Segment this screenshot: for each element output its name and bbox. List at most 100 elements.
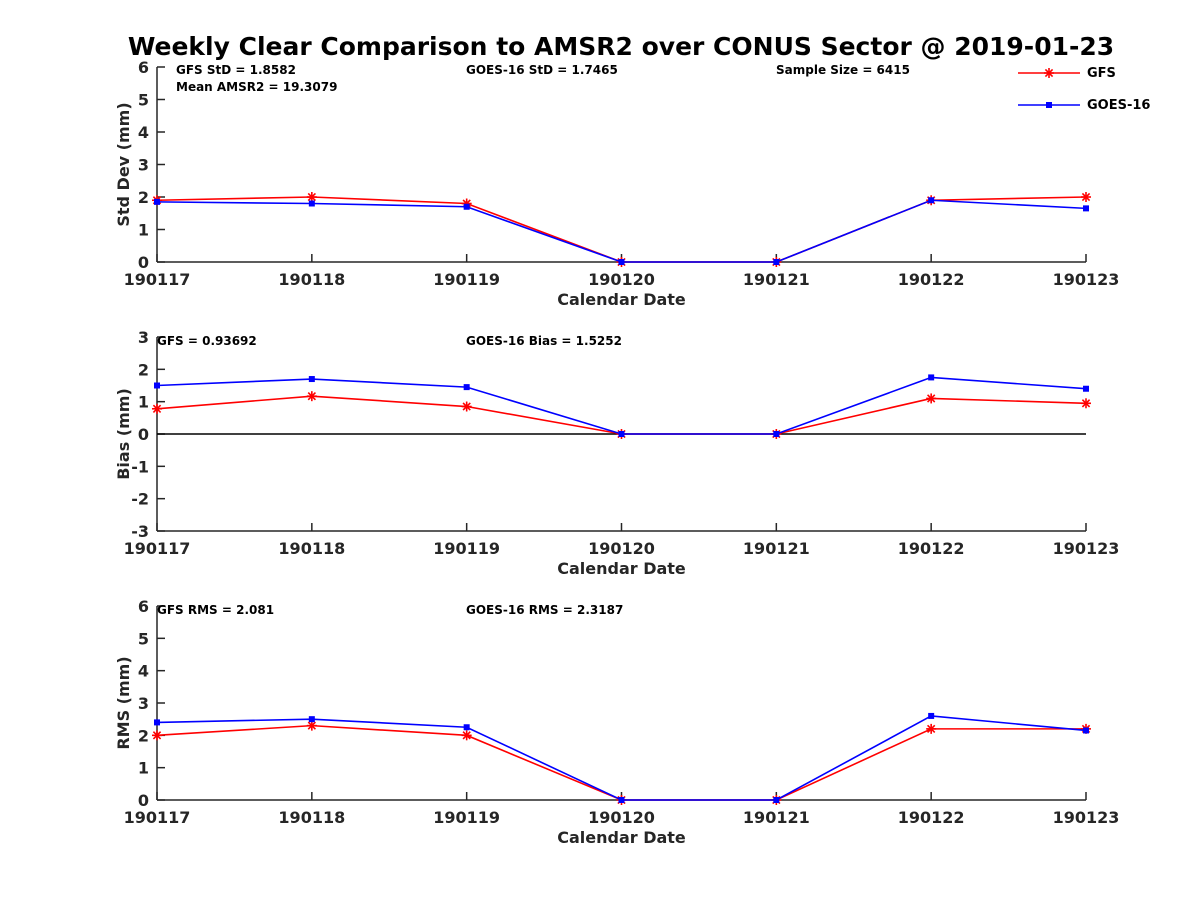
y-tick-label: 3 — [138, 694, 149, 713]
data-point — [152, 730, 162, 741]
y-tick-label: 0 — [138, 791, 149, 810]
legend-item-gfs: GFS — [1018, 66, 1116, 81]
legend-label: GOES-16 — [1087, 98, 1150, 113]
x-tick-label: 190119 — [433, 270, 500, 289]
x-tick-label: 190122 — [898, 808, 965, 827]
series-line — [156, 376, 1087, 435]
panel-2: -3 -2 -1 0 1 2 3 190117 190118 190119 190120 190121… — [114, 328, 1119, 578]
series-line — [156, 395, 1087, 435]
data-point — [928, 712, 935, 719]
x-tick-label: 190123 — [1053, 808, 1120, 827]
y-tick-label: 2 — [138, 188, 149, 207]
legend-marker — [1044, 68, 1054, 78]
data-point — [928, 374, 935, 381]
y-tick-label: 4 — [138, 123, 149, 142]
y-tick-label: -3 — [131, 522, 149, 541]
x-tick-label: 190121 — [743, 808, 810, 827]
annotation: GOES-16 Bias = 1.5252 — [466, 334, 622, 348]
annotation: GFS = 0.93692 — [157, 334, 257, 348]
y-tick-label: 0 — [138, 425, 149, 444]
y-tick-label: -1 — [131, 457, 149, 476]
data-point — [463, 724, 470, 731]
x-tick-label: 190121 — [743, 270, 810, 289]
data-point — [308, 716, 315, 723]
annotation: GFS RMS = 2.081 — [157, 603, 274, 617]
x-tick-label: 190119 — [433, 808, 500, 827]
data-point — [154, 382, 160, 389]
series-line — [156, 724, 1086, 801]
y-axis-label: Bias (mm) — [114, 388, 133, 480]
data-point — [926, 723, 937, 734]
series-goes-16 — [154, 374, 1089, 437]
data-point — [926, 393, 937, 404]
annotation: GOES-16 RMS = 2.3187 — [466, 603, 623, 617]
y-tick-label: 3 — [138, 156, 149, 175]
y-tick-label: 6 — [138, 58, 149, 77]
legend-label: GFS — [1087, 66, 1116, 81]
y-tick-label: 1 — [138, 221, 149, 240]
annotation: Mean AMSR2 = 19.3079 — [176, 80, 337, 94]
series-goes-16 — [154, 197, 1089, 265]
data-point — [306, 192, 317, 202]
legend-marker — [1046, 102, 1052, 108]
series-goes-16 — [154, 712, 1089, 803]
x-tick-label: 190117 — [124, 539, 191, 558]
series-line — [156, 199, 1087, 263]
x-tick-label: 190120 — [588, 270, 655, 289]
data-point — [618, 259, 625, 265]
x-tick-label: 190117 — [124, 808, 191, 827]
y-tick-label: 3 — [138, 328, 149, 347]
annotation: GFS StD = 1.8582 — [176, 63, 296, 77]
y-axis-label: RMS (mm) — [114, 656, 133, 749]
data-point — [1083, 727, 1089, 734]
data-point — [1081, 192, 1091, 202]
y-tick-label: 6 — [138, 597, 149, 616]
y-tick-label: 2 — [138, 360, 149, 379]
legend-item-goes-16: GOES-16 — [1018, 98, 1150, 113]
x-tick-label: 190118 — [278, 808, 345, 827]
data-point — [463, 203, 470, 210]
data-point — [773, 797, 780, 803]
annotation: GOES-16 StD = 1.7465 — [466, 63, 618, 77]
data-point — [773, 259, 780, 265]
data-point — [308, 376, 315, 383]
y-tick-label: 2 — [138, 726, 149, 745]
data-point — [154, 198, 160, 205]
x-tick-label: 190118 — [278, 270, 345, 289]
x-tick-label: 190118 — [278, 539, 345, 558]
series-line — [156, 196, 1087, 263]
data-point — [773, 431, 780, 437]
x-tick-label: 190121 — [743, 539, 810, 558]
data-point — [463, 384, 470, 391]
data-point — [461, 730, 472, 741]
y-tick-label: 5 — [138, 91, 149, 110]
y-tick-label: -2 — [131, 490, 149, 509]
y-tick-label: 0 — [138, 253, 149, 272]
x-tick-label: 190119 — [433, 539, 500, 558]
data-point — [152, 403, 162, 414]
data-point — [928, 197, 935, 204]
data-point — [1081, 398, 1091, 409]
panel-1: 0 1 2 3 4 5 6 190117 190118 190119 190120 190121 190… — [114, 58, 1119, 309]
x-tick-label: 190122 — [898, 539, 965, 558]
x-tick-label: 190123 — [1053, 270, 1120, 289]
x-tick-label: 190123 — [1053, 539, 1120, 558]
data-point — [1083, 205, 1089, 212]
y-tick-label: 4 — [138, 662, 149, 681]
data-point — [1083, 385, 1089, 392]
x-axis-label: Calendar Date — [557, 290, 686, 309]
x-tick-label: 190120 — [588, 808, 655, 827]
y-tick-label: 1 — [138, 393, 149, 412]
data-point — [154, 719, 160, 726]
x-axis-label: Calendar Date — [557, 559, 686, 578]
y-tick-label: 5 — [138, 629, 149, 648]
annotation: Sample Size = 6415 — [776, 63, 910, 77]
chart-title: Weekly Clear Comparison to AMSR2 over CO… — [128, 32, 1114, 61]
y-axis-label: Std Dev (mm) — [114, 102, 133, 226]
x-tick-label: 190120 — [588, 539, 655, 558]
data-point — [618, 431, 625, 437]
x-tick-label: 190122 — [898, 270, 965, 289]
x-axis-label: Calendar Date — [557, 828, 686, 847]
data-point — [308, 200, 315, 207]
